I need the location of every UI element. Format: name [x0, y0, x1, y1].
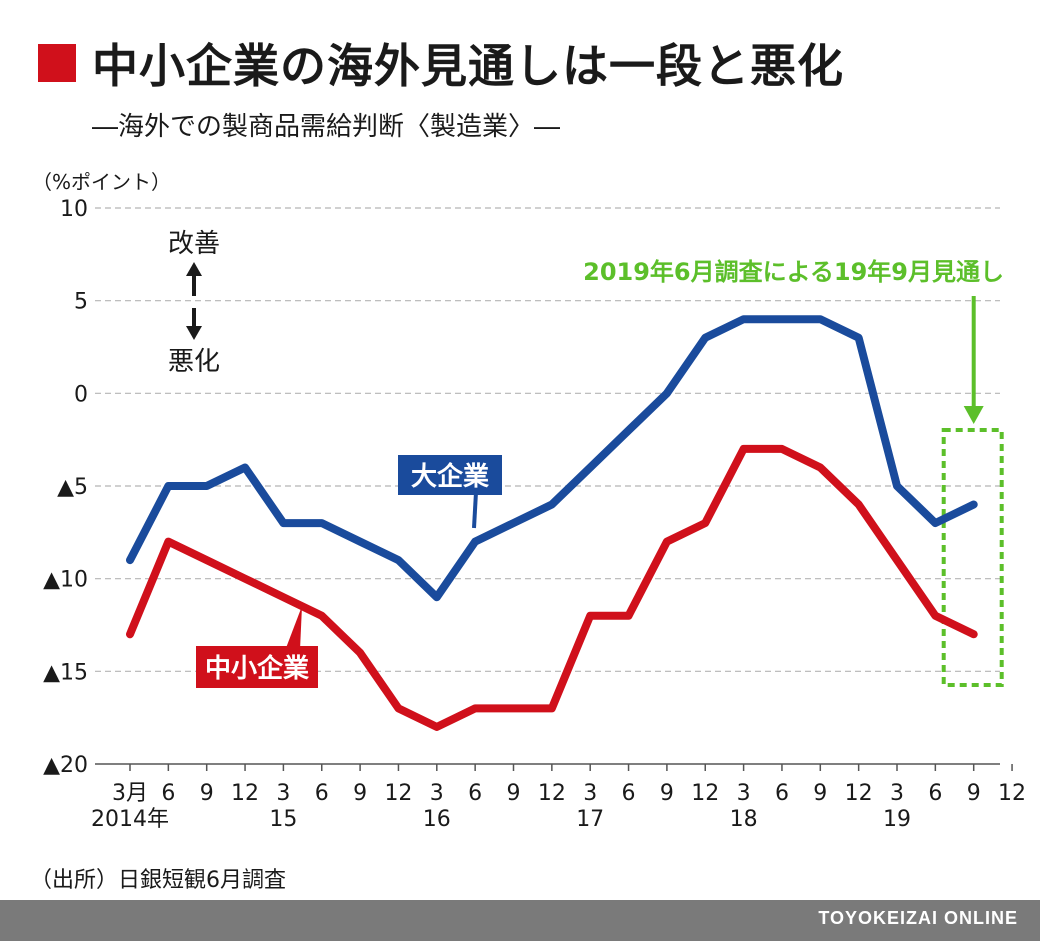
x-tick-label: 12 [538, 781, 566, 806]
year-label: 2014年 [91, 807, 169, 832]
x-tick-label: 12 [998, 781, 1026, 806]
x-tick-label: 3 [430, 781, 444, 806]
y-axis-unit: （%ポイント） [32, 170, 172, 194]
forecast-annotation: 2019年6月調査による19年9月見通し [583, 258, 1004, 286]
chart-subtitle: ―海外での製商品需給判断〈製造業〉― [92, 112, 561, 142]
x-tick-label: 12 [845, 781, 873, 806]
chart-title: 中小企業の海外見通しは一段と悪化 [92, 39, 844, 93]
x-tick-label: 6 [315, 781, 329, 806]
year-label: 16 [423, 807, 451, 832]
x-tick-label: 3 [737, 781, 751, 806]
series-line-large [126, 315, 978, 602]
source-note: （出所）日銀短観6月調査 [30, 868, 286, 893]
year-label: 17 [576, 807, 604, 832]
x-tick-label: 9 [353, 781, 367, 806]
x-tick-label: 6 [161, 781, 175, 806]
large-label: 大企業 [411, 461, 489, 492]
x-tick-label: 6 [928, 781, 942, 806]
year-label: 18 [730, 807, 758, 832]
down-arrow-icon [186, 326, 202, 340]
y-tick-label: 5 [74, 290, 88, 315]
y-tick-label: ▲20 [43, 753, 88, 778]
x-tick-label: 9 [967, 781, 981, 806]
large-label-pointer [472, 491, 478, 529]
improve-label: 改善 [168, 229, 220, 259]
x-tick-label: 3 [276, 781, 290, 806]
x-tick-label: 6 [468, 781, 482, 806]
small-label-box [196, 646, 318, 688]
y-tick-label: 0 [74, 382, 88, 407]
x-tick-label: 9 [660, 781, 674, 806]
small-label: 中小企業 [205, 653, 309, 684]
footer-bar: TOYOKEIZAI ONLINE [0, 900, 1040, 941]
x-tick-label: 9 [200, 781, 214, 806]
x-tick-label: 3 [890, 781, 904, 806]
y-tick-label: ▲10 [43, 568, 88, 593]
up-arrow-icon [186, 262, 202, 276]
x-tick-label: 3月 [112, 781, 148, 806]
year-label: 19 [883, 807, 911, 832]
x-tick-label: 9 [507, 781, 521, 806]
x-tick-label: 6 [775, 781, 789, 806]
small-label-pointer [286, 606, 302, 650]
x-tick-label: 12 [384, 781, 412, 806]
forecast-arrow-icon [963, 406, 984, 424]
footer-brand: TOYOKEIZAI ONLINE [818, 908, 1018, 928]
x-tick-label: 6 [622, 781, 636, 806]
y-tick-label: ▲15 [43, 660, 88, 685]
forecast-box [941, 428, 1004, 687]
worsen-label: 悪化 [168, 347, 220, 377]
year-label: 15 [269, 807, 297, 832]
large-label-box [398, 455, 502, 495]
x-tick-label: 12 [691, 781, 719, 806]
y-tick-label: ▲5 [57, 475, 88, 500]
y-tick-label: 10 [60, 197, 88, 222]
x-tick-label: 3 [583, 781, 597, 806]
x-tick-label: 12 [231, 781, 259, 806]
x-tick-label: 9 [813, 781, 827, 806]
series-line-small [126, 444, 978, 731]
title-square [38, 44, 76, 82]
